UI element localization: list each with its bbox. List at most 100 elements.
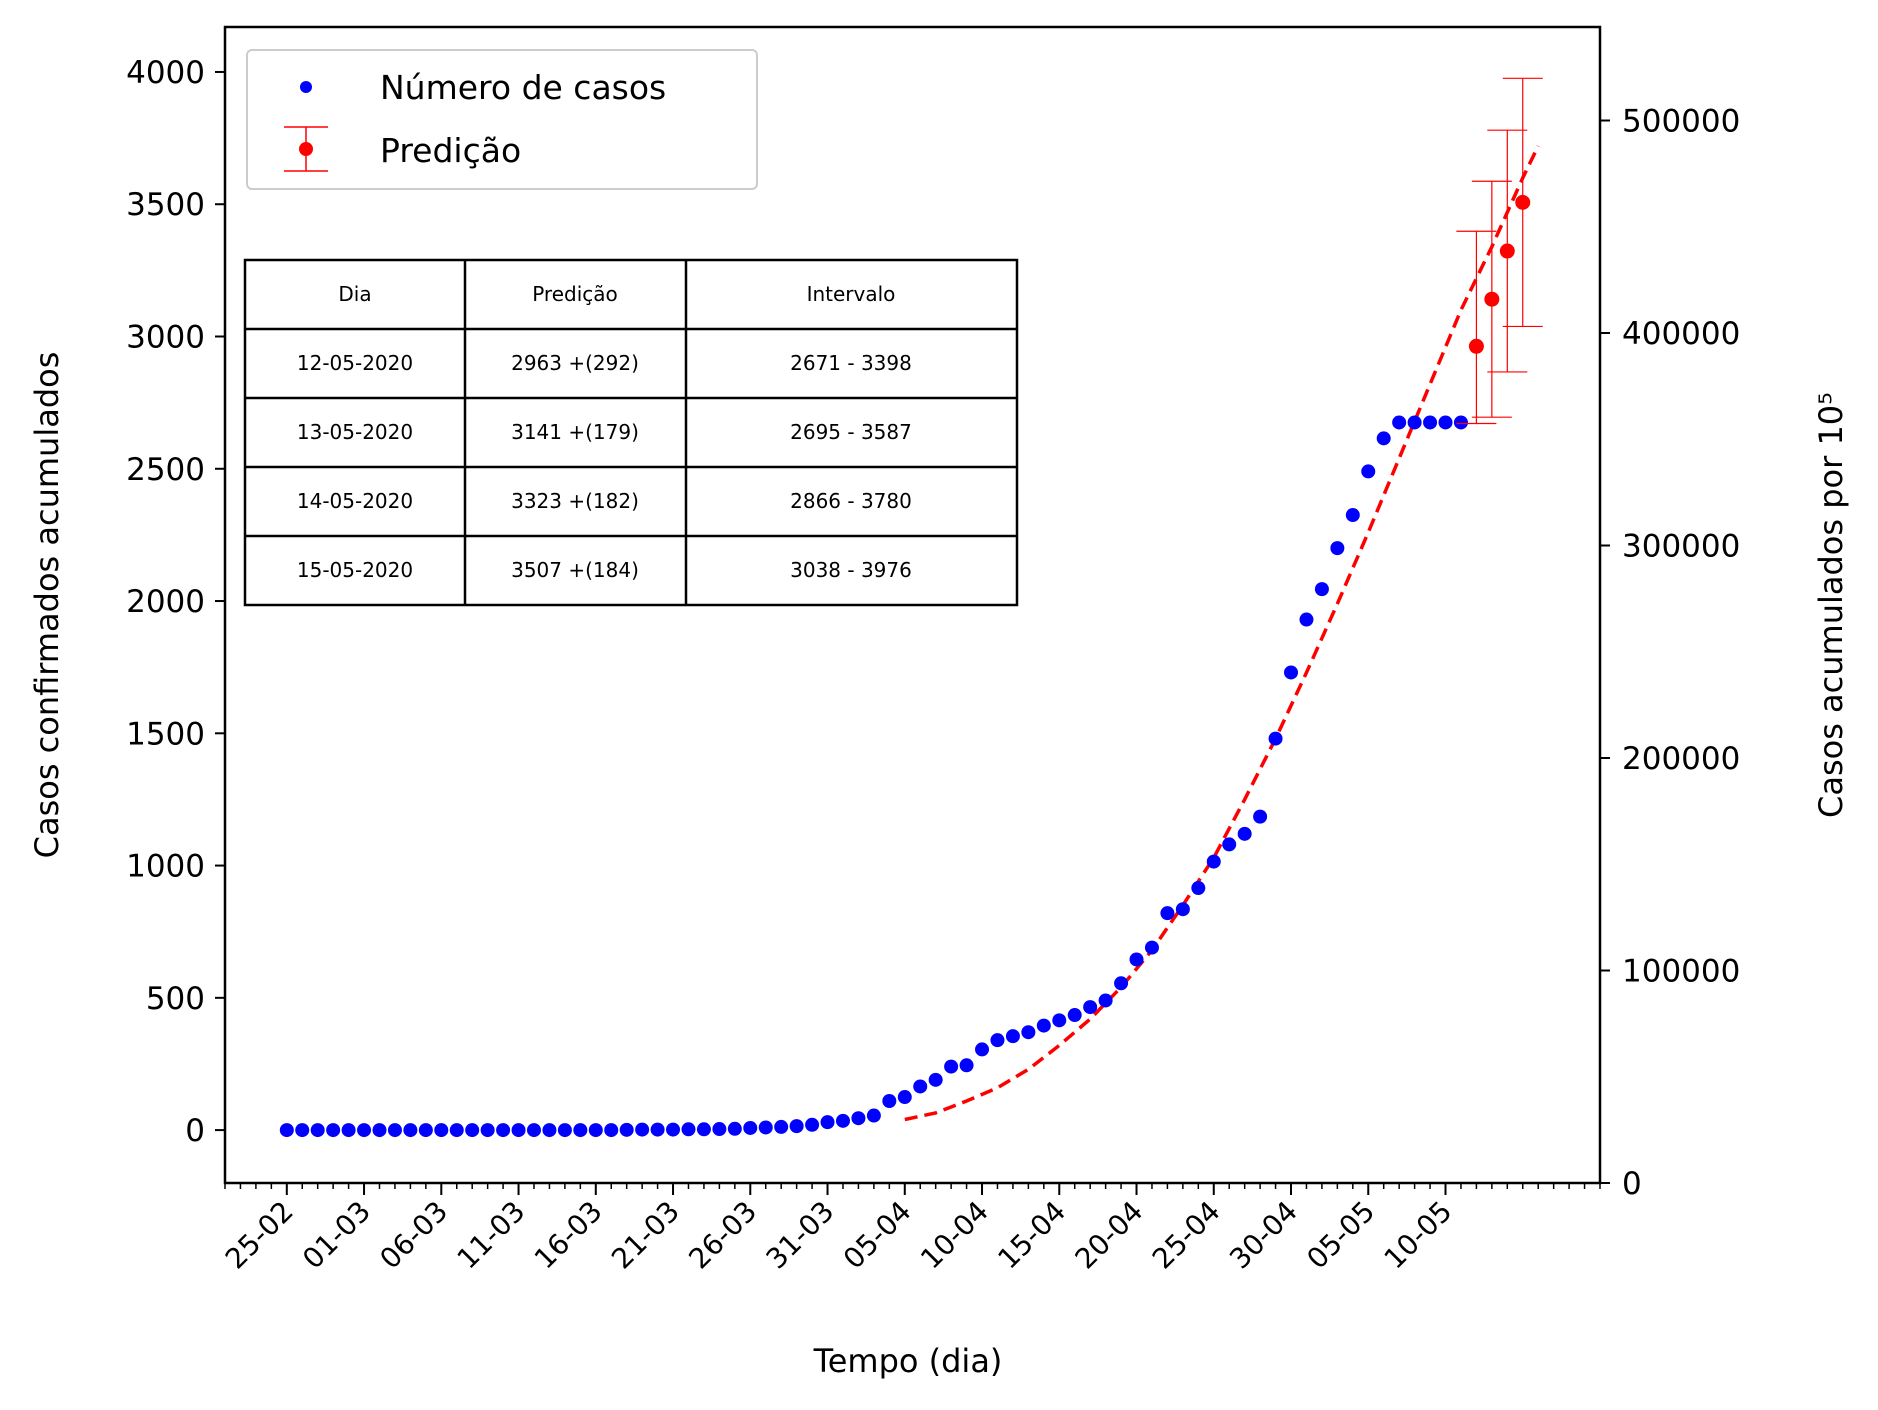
prediction-table: Dia Predição Intervalo 12-05-2020 2963 +… [243,258,1019,607]
table-cell: 3038 - 3976 [790,558,912,582]
y-right-tick-label: 100000 [1622,954,1740,990]
data-point-casos [835,1113,850,1128]
data-point-casos [928,1072,943,1087]
legend: Número de casos Predição [246,49,758,190]
y-tick-label: 2500 [126,452,205,488]
data-point-casos [743,1120,758,1135]
y-tick-label: 1000 [126,849,205,885]
data-point-casos [619,1122,634,1137]
table-cell: 12-05-2020 [297,351,413,375]
table-cell: 15-05-2020 [297,558,413,582]
data-point-casos [1407,415,1422,430]
y-tick-label: 4000 [126,55,205,91]
data-point-casos [1314,582,1329,597]
y-tick-label: 0 [185,1113,205,1149]
table-header-predicao: Predição [532,282,618,306]
data-point-predicao [1499,243,1515,259]
observed-points-layer [279,415,1468,1138]
data-point-casos [1268,731,1283,746]
data-point-casos [944,1059,959,1074]
data-point-casos [341,1123,356,1138]
table-header-intervalo: Intervalo [807,282,896,306]
data-point-casos [727,1121,742,1136]
data-point-predicao [1468,338,1484,354]
data-point-casos [1330,541,1345,556]
fit-curve-line [904,145,1540,1122]
legend-label-casos: Número de casos [380,68,666,107]
data-point-casos [712,1122,727,1137]
x-axis-label: Tempo (dia) [813,1342,1003,1380]
data-point-casos [805,1117,820,1132]
table-header-dia: Dia [338,282,371,306]
x-tick-label: 16-03 [528,1195,609,1276]
data-point-casos [681,1122,696,1137]
y-tick-label: 1500 [126,716,205,752]
data-point-casos [1237,826,1252,841]
data-point-casos [449,1123,464,1138]
y-right-tick-label: 200000 [1622,741,1740,777]
data-point-casos [1438,415,1453,430]
x-tick-label: 06-03 [373,1195,454,1276]
data-point-casos [1005,1029,1020,1044]
data-point-casos [866,1108,881,1123]
data-point-casos [1345,508,1360,523]
data-point-casos [542,1123,557,1138]
data-point-casos [789,1119,804,1134]
data-point-casos [774,1119,789,1134]
data-point-casos [990,1033,1005,1048]
data-point-casos [573,1123,588,1138]
data-point-casos [1067,1008,1082,1023]
y-right-tick-label: 0 [1622,1166,1642,1202]
data-point-casos [588,1123,603,1138]
data-point-casos [666,1122,681,1137]
x-tick-label: 05-04 [837,1195,918,1276]
x-tick-label: 25-02 [219,1195,300,1276]
data-point-casos [511,1123,526,1138]
data-point-casos [1284,665,1299,680]
data-point-casos [434,1123,449,1138]
data-point-casos [1361,464,1376,479]
x-tick-label: 21-03 [605,1195,686,1276]
x-tick-label: 10-04 [914,1195,995,1276]
table-frame [243,258,1019,607]
data-point-casos [357,1123,372,1138]
x-tick-label: 15-04 [991,1195,1072,1276]
data-point-casos [1114,976,1129,991]
data-point-casos [1175,902,1190,917]
data-point-casos [1144,940,1159,955]
legend-label-predicao: Predição [380,131,521,170]
data-point-casos [1098,993,1113,1008]
data-point-casos [820,1115,835,1130]
x-tick-label: 25-04 [1146,1195,1227,1276]
data-point-casos [1021,1025,1036,1040]
data-point-casos [635,1122,650,1137]
x-tick-label: 30-04 [1223,1195,1304,1276]
data-point-casos [418,1123,433,1138]
data-point-casos [1206,854,1221,869]
table-cell: 2866 - 3780 [790,489,912,513]
data-point-casos [387,1123,402,1138]
x-tick-label: 10-05 [1378,1195,1459,1276]
data-point-casos [279,1123,294,1138]
table-cell: 2695 - 3587 [790,420,912,444]
data-point-casos [480,1123,495,1138]
table-cell: 3141 +(179) [511,420,639,444]
data-point-casos [1052,1013,1067,1028]
data-point-casos [1299,612,1314,627]
y-tick-label: 3000 [126,320,205,356]
data-point-casos [1423,415,1438,430]
table-cell: 2963 +(292) [511,351,639,375]
table-cell: 3507 +(184) [511,558,639,582]
data-point-casos [604,1123,619,1138]
x-tick-label: 20-04 [1069,1195,1150,1276]
table-cell: 3323 +(182) [511,489,639,513]
data-point-predicao [1515,194,1531,210]
data-point-casos [1160,906,1175,921]
data-point-casos [310,1123,325,1138]
x-tick-label: 01-03 [296,1195,377,1276]
fit-curve-layer [904,145,1540,1122]
data-point-casos [882,1093,897,1108]
data-point-casos [1129,952,1144,967]
y-right-tick-label: 400000 [1622,316,1740,352]
